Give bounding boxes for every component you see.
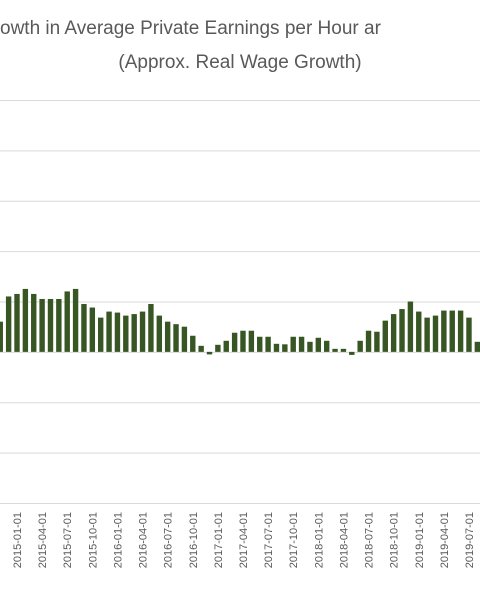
x-tick-label: 2018-07-01	[364, 512, 376, 568]
bar	[399, 309, 405, 352]
x-tick-label: 2016-04-01	[138, 512, 150, 568]
bar	[349, 351, 355, 355]
x-tick-label: 2018-01-01	[313, 512, 325, 568]
bar	[257, 336, 263, 352]
chart-title: owth in Average Private Earnings per Hou…	[0, 18, 381, 39]
bar	[181, 326, 188, 352]
x-tick-label: 2019-07-01	[464, 512, 476, 568]
bar	[382, 320, 388, 352]
bar	[64, 291, 70, 352]
bar	[89, 307, 96, 352]
x-tick-label: 2019-01-01	[414, 512, 426, 568]
bar	[424, 317, 430, 352]
x-tick-label: 2015-07-01	[62, 512, 74, 568]
bar	[106, 311, 112, 352]
x-tick-label: 2015-10-01	[87, 512, 99, 568]
bar	[307, 341, 313, 352]
bar	[273, 343, 280, 352]
bar	[374, 331, 380, 352]
x-tick-label: 2015-04-01	[37, 512, 49, 568]
bar	[81, 304, 87, 352]
bar	[190, 335, 196, 352]
x-tick-label: 2017-04-01	[238, 512, 250, 568]
x-tick-label: 2016-01-01	[112, 512, 124, 568]
bar	[332, 348, 338, 352]
bar	[5, 296, 12, 352]
bar	[449, 310, 455, 352]
x-axis-tick-labels: 2015-01-01 2015-04-01 2015-07-01 2015-10-01…	[12, 512, 476, 568]
chart-subtitle: (Approx. Real Wage Growth)	[118, 52, 362, 73]
bar	[223, 340, 229, 352]
bar	[298, 336, 305, 352]
bar	[139, 311, 146, 352]
bar-series	[0, 288, 480, 355]
x-tick-label: 2018-10-01	[389, 512, 401, 568]
bar	[131, 314, 137, 352]
gridlines	[0, 100, 480, 504]
bar	[265, 336, 271, 352]
bar	[156, 315, 162, 352]
bar	[173, 324, 179, 352]
bar	[39, 298, 45, 352]
bar	[357, 340, 363, 352]
bar	[474, 341, 480, 352]
bar	[47, 298, 54, 352]
bar	[56, 298, 62, 352]
bar	[215, 344, 221, 352]
bar	[98, 317, 104, 352]
bar	[148, 304, 154, 352]
x-tick-label: 2017-07-01	[263, 512, 275, 568]
bar	[390, 314, 397, 352]
x-tick-label: 2018-04-01	[338, 512, 350, 568]
bar	[315, 337, 322, 352]
bar	[323, 340, 330, 352]
bar	[14, 293, 20, 352]
x-tick-label: 2016-07-01	[163, 512, 175, 568]
x-tick-label: 2017-10-01	[288, 512, 300, 568]
bar	[31, 293, 37, 352]
bar	[22, 288, 29, 352]
bar	[206, 351, 213, 355]
bar	[441, 310, 447, 352]
bar	[432, 315, 439, 352]
bar	[466, 317, 472, 352]
x-tick-label: 2015-01-01	[12, 512, 24, 568]
bar	[416, 311, 422, 352]
bar	[365, 330, 372, 352]
bar	[198, 345, 204, 352]
x-tick-label: 2019-04-01	[439, 512, 451, 568]
bar	[407, 301, 414, 352]
x-tick-label: 2016-10-01	[188, 512, 200, 568]
bar	[248, 330, 255, 352]
bar	[0, 321, 3, 352]
bar	[123, 315, 129, 352]
bar	[282, 344, 288, 352]
bar	[72, 288, 79, 352]
bar	[457, 310, 464, 352]
bar	[114, 312, 121, 352]
bar	[164, 321, 171, 352]
bar	[240, 330, 246, 352]
x-tick-label: 2017-01-01	[213, 512, 225, 568]
bar	[231, 332, 238, 352]
bar	[340, 348, 347, 352]
bar	[290, 336, 296, 352]
